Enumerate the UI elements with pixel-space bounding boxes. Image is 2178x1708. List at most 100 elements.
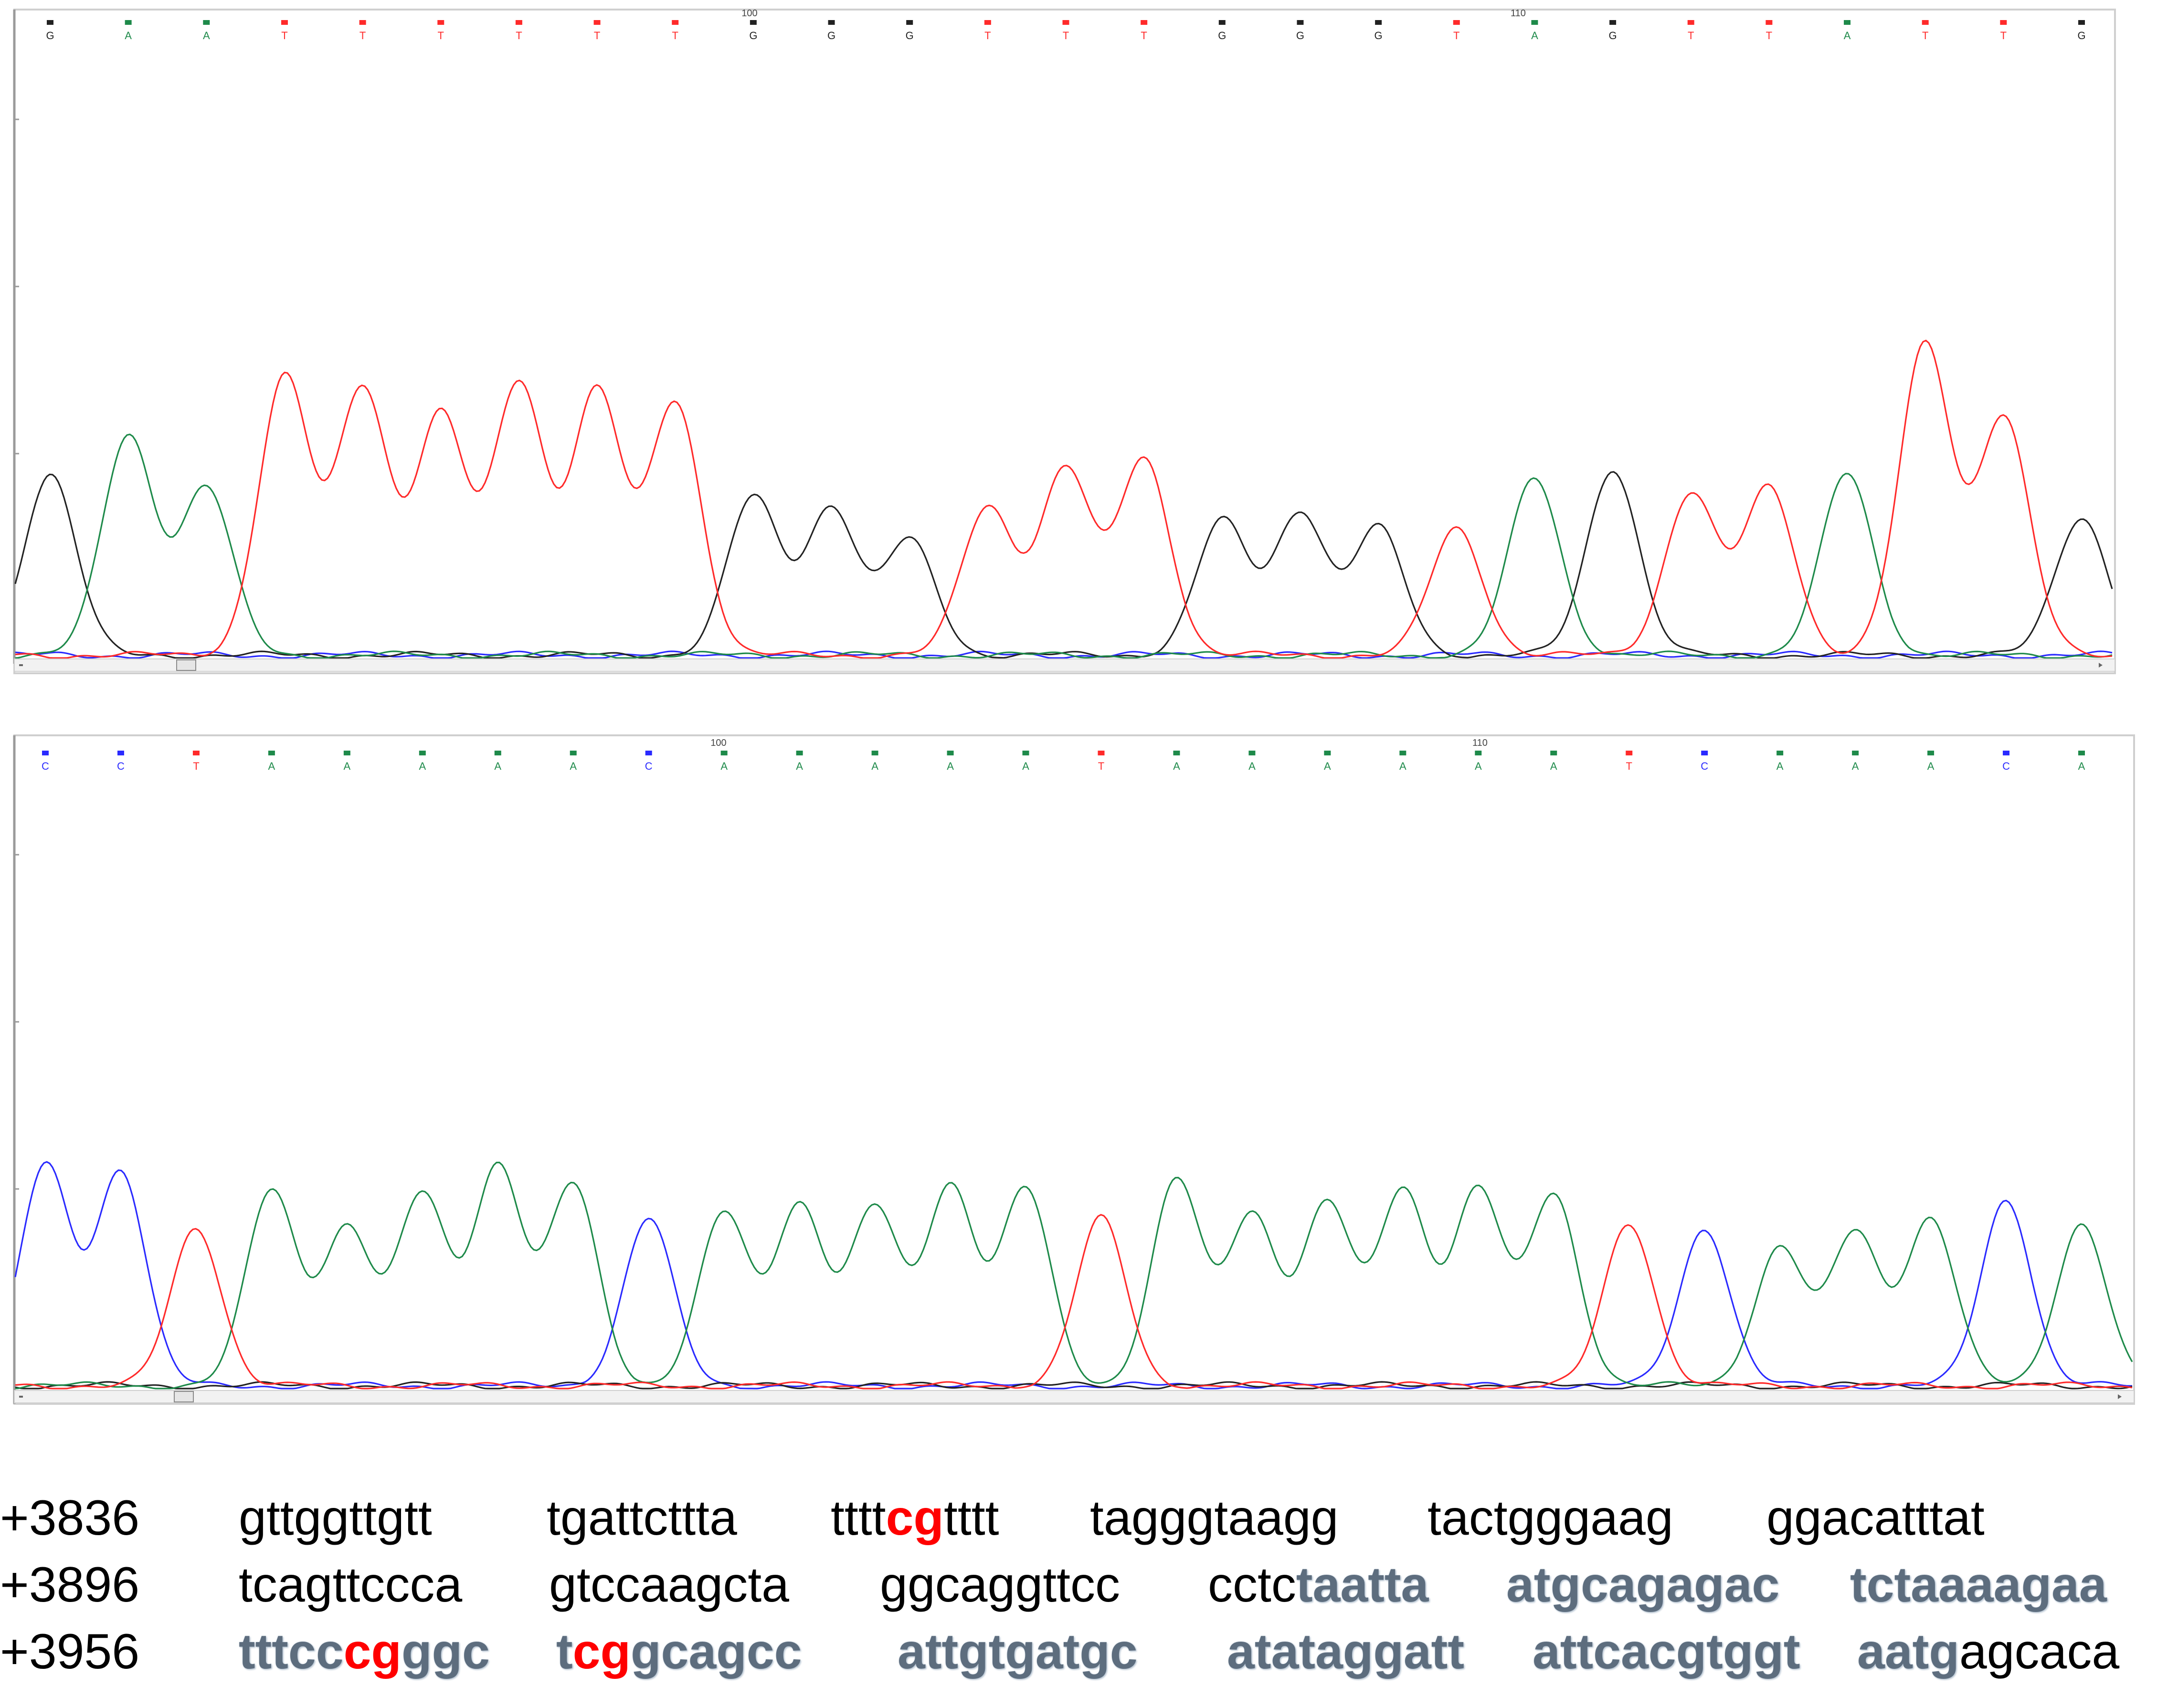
base-letter: G bbox=[1609, 30, 1617, 42]
base-call: G bbox=[46, 20, 54, 42]
base-call: A bbox=[947, 751, 954, 772]
base-call: A bbox=[494, 751, 501, 772]
base-call: A bbox=[419, 751, 426, 772]
sequence-text: cctc bbox=[1208, 1557, 1296, 1613]
base-letter: A bbox=[344, 760, 351, 772]
panel-1-ruler-110: 110 bbox=[1511, 8, 1526, 19]
sequence-group: atgcagagac bbox=[1506, 1557, 1779, 1613]
base-letter: G bbox=[1218, 30, 1226, 42]
chromatogram-panel-1: G A A T T T T T T G G G T T T G G G T A G T T A T T G 100 110 bbox=[13, 8, 2116, 674]
base-call: T bbox=[984, 20, 991, 42]
base-letter: A bbox=[494, 760, 501, 772]
sequence-group: gtccaagcta bbox=[549, 1557, 789, 1613]
sequence-group: ttttcgtttt bbox=[831, 1490, 999, 1547]
base-call: T bbox=[281, 20, 288, 42]
primer-sequence: t bbox=[556, 1624, 573, 1679]
sequence-line-3: +3956 tttcccgggc tcggcagcc attgtgatgc at… bbox=[0, 1623, 2178, 1695]
trace-C bbox=[15, 650, 2113, 659]
base-call: G bbox=[827, 20, 835, 42]
base-call: T bbox=[1687, 20, 1694, 42]
base-letter: A bbox=[1927, 760, 1935, 772]
base-letter: T bbox=[1141, 30, 1147, 42]
sequence-text: tactgggaag bbox=[1427, 1490, 1673, 1546]
cpg-site: cg bbox=[572, 1624, 631, 1679]
base-letter: A bbox=[1852, 760, 1859, 772]
base-call: G bbox=[1218, 20, 1226, 42]
primer-sequence: taatta bbox=[1296, 1557, 1429, 1613]
base-call: T bbox=[359, 20, 366, 42]
panel-1-scrollbar[interactable] bbox=[14, 658, 2115, 672]
base-letter: A bbox=[1173, 760, 1180, 772]
base-call: T bbox=[593, 20, 601, 42]
panel-2-scrollbar[interactable] bbox=[14, 1390, 2135, 1403]
base-call: A bbox=[1852, 751, 1859, 772]
base-call: T bbox=[1922, 20, 1929, 42]
base-call: C bbox=[42, 751, 49, 772]
base-call: C bbox=[2002, 751, 2010, 772]
base-call: T bbox=[1766, 20, 1773, 42]
primer-sequence: atataggatt bbox=[1227, 1624, 1464, 1679]
base-letter: A bbox=[947, 760, 954, 772]
sequence-text: ggcaggttcc bbox=[880, 1557, 1120, 1613]
base-letter: A bbox=[2078, 760, 2085, 772]
panel-2-scroll-right-arrow[interactable] bbox=[2118, 1394, 2122, 1399]
panel-1-scroll-right-arrow[interactable] bbox=[2099, 663, 2103, 668]
sequence-position-3: +3956 bbox=[0, 1624, 140, 1679]
primer-sequence: tttcc bbox=[239, 1624, 344, 1679]
base-letter: A bbox=[1844, 30, 1851, 42]
base-call: A bbox=[203, 20, 210, 42]
trace-G bbox=[15, 1381, 2133, 1390]
base-letter: G bbox=[1374, 30, 1383, 42]
sequence-group: aatgagcaca bbox=[1857, 1623, 2119, 1680]
sequence-line-1: +3836 gttggttgtt tgattcttta ttttcgtttt t… bbox=[0, 1490, 2178, 1561]
sequence-group: atataggatt bbox=[1227, 1623, 1464, 1680]
base-letter: T bbox=[1098, 760, 1104, 772]
base-call: A bbox=[1550, 751, 1557, 772]
sequence-text: tttt bbox=[831, 1490, 886, 1546]
panel-1-ruler-100: 100 bbox=[741, 8, 757, 19]
base-letter: A bbox=[796, 760, 803, 772]
primer-sequence: attgtgatgc bbox=[898, 1624, 1138, 1679]
base-call: T bbox=[1062, 20, 1069, 42]
base-call: G bbox=[2077, 20, 2086, 42]
sequence-group: attcacgtggt bbox=[1533, 1623, 1800, 1680]
base-letter: A bbox=[1399, 760, 1406, 772]
base-call: A bbox=[1844, 20, 1851, 42]
base-letter: A bbox=[1324, 760, 1331, 772]
base-call: A bbox=[1324, 751, 1331, 772]
base-letter: T bbox=[1922, 30, 1928, 42]
sequence-position-2: +3896 bbox=[0, 1557, 140, 1613]
panel-1-scroll-thumb[interactable] bbox=[176, 659, 196, 671]
base-letter: T bbox=[359, 30, 366, 42]
panel-2-frame bbox=[13, 734, 2135, 1405]
base-call: C bbox=[117, 751, 125, 772]
base-letter: A bbox=[1550, 760, 1557, 772]
panel-2-left-ticks bbox=[14, 854, 19, 1190]
panel-2-scroll-thumb[interactable] bbox=[174, 1391, 194, 1402]
base-letter: A bbox=[203, 30, 210, 42]
base-call: A bbox=[871, 751, 878, 772]
panel-2-traces bbox=[14, 1161, 2133, 1390]
base-call: A bbox=[1173, 751, 1180, 772]
base-letter: T bbox=[281, 30, 287, 42]
base-letter: C bbox=[42, 760, 49, 772]
primer-sequence: gcagcc bbox=[631, 1624, 802, 1679]
base-call: A bbox=[125, 20, 132, 42]
base-call: T bbox=[672, 20, 679, 42]
base-letter: T bbox=[516, 30, 522, 42]
sequence-text: tagggtaagg bbox=[1090, 1490, 1339, 1546]
base-call: T bbox=[1453, 20, 1460, 42]
sequence-group: tcggcagcc bbox=[556, 1623, 802, 1680]
base-letter: T bbox=[1626, 760, 1632, 772]
base-letter: T bbox=[1453, 30, 1459, 42]
base-letter: T bbox=[1766, 30, 1772, 42]
sequence-text: agcaca bbox=[1959, 1624, 2120, 1679]
base-letter: G bbox=[749, 30, 757, 42]
trace-T bbox=[15, 339, 2113, 659]
base-letter: C bbox=[117, 760, 125, 772]
sequence-text: tcagttccca bbox=[239, 1557, 463, 1613]
base-call: G bbox=[1296, 20, 1304, 42]
base-letter: T bbox=[2000, 30, 2007, 42]
panel-1-left-ticks bbox=[14, 118, 19, 455]
